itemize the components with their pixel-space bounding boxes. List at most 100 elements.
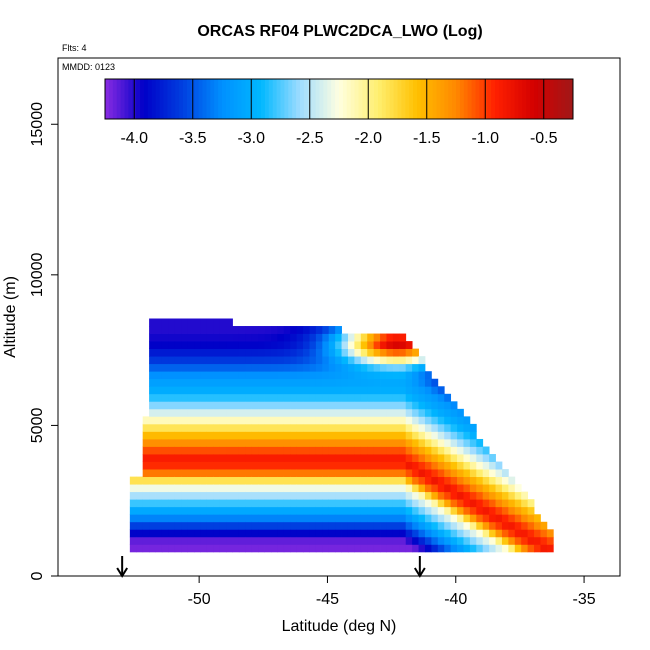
heatmap-cell xyxy=(347,544,355,553)
heatmap-cell xyxy=(469,491,477,500)
heatmap-cell xyxy=(213,529,221,538)
heatmap-cell xyxy=(450,514,458,523)
heatmap-cell xyxy=(373,454,381,462)
heatmap-cell xyxy=(174,446,182,455)
heatmap-cell xyxy=(457,476,464,485)
heatmap-cell xyxy=(245,529,253,538)
heatmap-cell xyxy=(424,438,432,447)
heatmap-cell xyxy=(405,514,413,523)
heatmap-cell xyxy=(315,544,323,553)
heatmap-cell xyxy=(168,401,176,410)
heatmap-cell xyxy=(213,378,221,387)
heatmap-cell xyxy=(226,416,233,425)
heatmap-cell xyxy=(405,348,413,357)
heatmap-cell xyxy=(328,514,336,523)
heatmap-cell xyxy=(412,491,419,500)
heatmap-cell xyxy=(303,484,310,493)
heatmap-cell xyxy=(258,499,265,508)
heatmap-cell xyxy=(309,326,317,334)
heatmap-cell xyxy=(283,491,291,500)
heatmap-cell xyxy=(328,416,336,425)
y-tick-label: 0 xyxy=(29,571,46,580)
heatmap-cell xyxy=(206,348,214,357)
colorbar-swatch xyxy=(374,79,379,119)
heatmap-cell xyxy=(328,393,336,402)
heatmap-cell xyxy=(399,386,407,395)
heatmap-cell xyxy=(315,348,323,357)
heatmap-cell xyxy=(258,408,265,417)
heatmap-cell xyxy=(303,454,310,462)
heatmap-cell xyxy=(424,521,432,530)
heatmap-cell xyxy=(405,408,413,417)
colorbar-swatch xyxy=(557,79,562,119)
heatmap-cell xyxy=(373,431,381,440)
heatmap-cell xyxy=(373,529,381,538)
heatmap-cell xyxy=(373,378,381,387)
heatmap-cell xyxy=(322,529,330,538)
colorbar-swatch xyxy=(530,79,535,119)
heatmap-cell xyxy=(469,438,477,447)
heatmap-cell xyxy=(206,378,214,387)
heatmap-cell xyxy=(187,423,195,432)
heatmap-cell xyxy=(309,423,317,432)
heatmap-cell xyxy=(540,536,548,545)
heatmap-cell xyxy=(200,476,208,485)
heatmap-cell xyxy=(335,536,342,545)
heatmap-cell xyxy=(277,476,285,485)
heatmap-cell xyxy=(161,446,169,455)
heatmap-cell xyxy=(405,506,413,515)
heatmap-cell xyxy=(251,431,259,440)
heatmap-cell xyxy=(168,318,176,327)
heatmap-cell xyxy=(392,506,400,515)
heatmap-cell xyxy=(232,461,240,470)
heatmap-cell xyxy=(219,544,227,553)
heatmap-cell xyxy=(380,454,387,462)
heatmap-cell xyxy=(501,491,509,500)
heatmap-cell xyxy=(424,431,432,440)
heatmap-cell xyxy=(271,514,278,523)
heatmap-cell xyxy=(271,536,278,545)
heatmap-cell xyxy=(437,386,445,395)
heatmap-cell xyxy=(161,491,169,500)
heatmap-cell xyxy=(392,544,400,553)
flight-markers xyxy=(116,556,426,578)
heatmap-cell xyxy=(412,446,419,455)
heatmap-cell xyxy=(335,333,342,342)
heatmap-cell xyxy=(437,514,445,523)
heatmap-cell xyxy=(213,491,221,500)
heatmap-cell xyxy=(315,363,323,372)
heatmap-cell xyxy=(174,484,182,493)
heatmap-cell xyxy=(174,386,182,395)
heatmap-cell xyxy=(309,333,317,342)
heatmap-cell xyxy=(296,348,304,357)
heatmap-cell xyxy=(168,386,176,395)
heatmap-cell xyxy=(341,544,349,553)
heatmap-cell xyxy=(540,521,548,530)
heatmap-cell xyxy=(264,348,272,357)
colorbar-swatch xyxy=(506,79,512,119)
heatmap-cell xyxy=(431,476,439,485)
heatmap-cell xyxy=(245,371,253,380)
heatmap-cell xyxy=(296,333,304,342)
heatmap-cell xyxy=(142,521,150,530)
heatmap-cell xyxy=(527,536,535,545)
heatmap-cell xyxy=(501,536,509,545)
heatmap-cell xyxy=(399,476,407,485)
colorbar-swatch xyxy=(186,79,192,119)
heatmap-cell xyxy=(367,506,375,515)
heatmap-cell xyxy=(399,446,407,455)
heatmap-cell xyxy=(463,469,471,478)
heatmap-cell xyxy=(245,363,253,372)
heatmap-cell xyxy=(245,386,253,395)
heatmap-cell xyxy=(296,393,304,402)
colorbar-swatch xyxy=(471,79,476,119)
heatmap-cell xyxy=(437,416,445,425)
heatmap-cell xyxy=(258,393,265,402)
heatmap-cell xyxy=(161,318,169,327)
heatmap-cell xyxy=(354,416,362,425)
colorbar-swatch xyxy=(522,79,527,119)
heatmap-cell xyxy=(322,401,330,410)
heatmap-cell xyxy=(174,521,182,530)
heatmap-cell xyxy=(373,393,381,402)
heatmap-cell xyxy=(546,544,554,553)
